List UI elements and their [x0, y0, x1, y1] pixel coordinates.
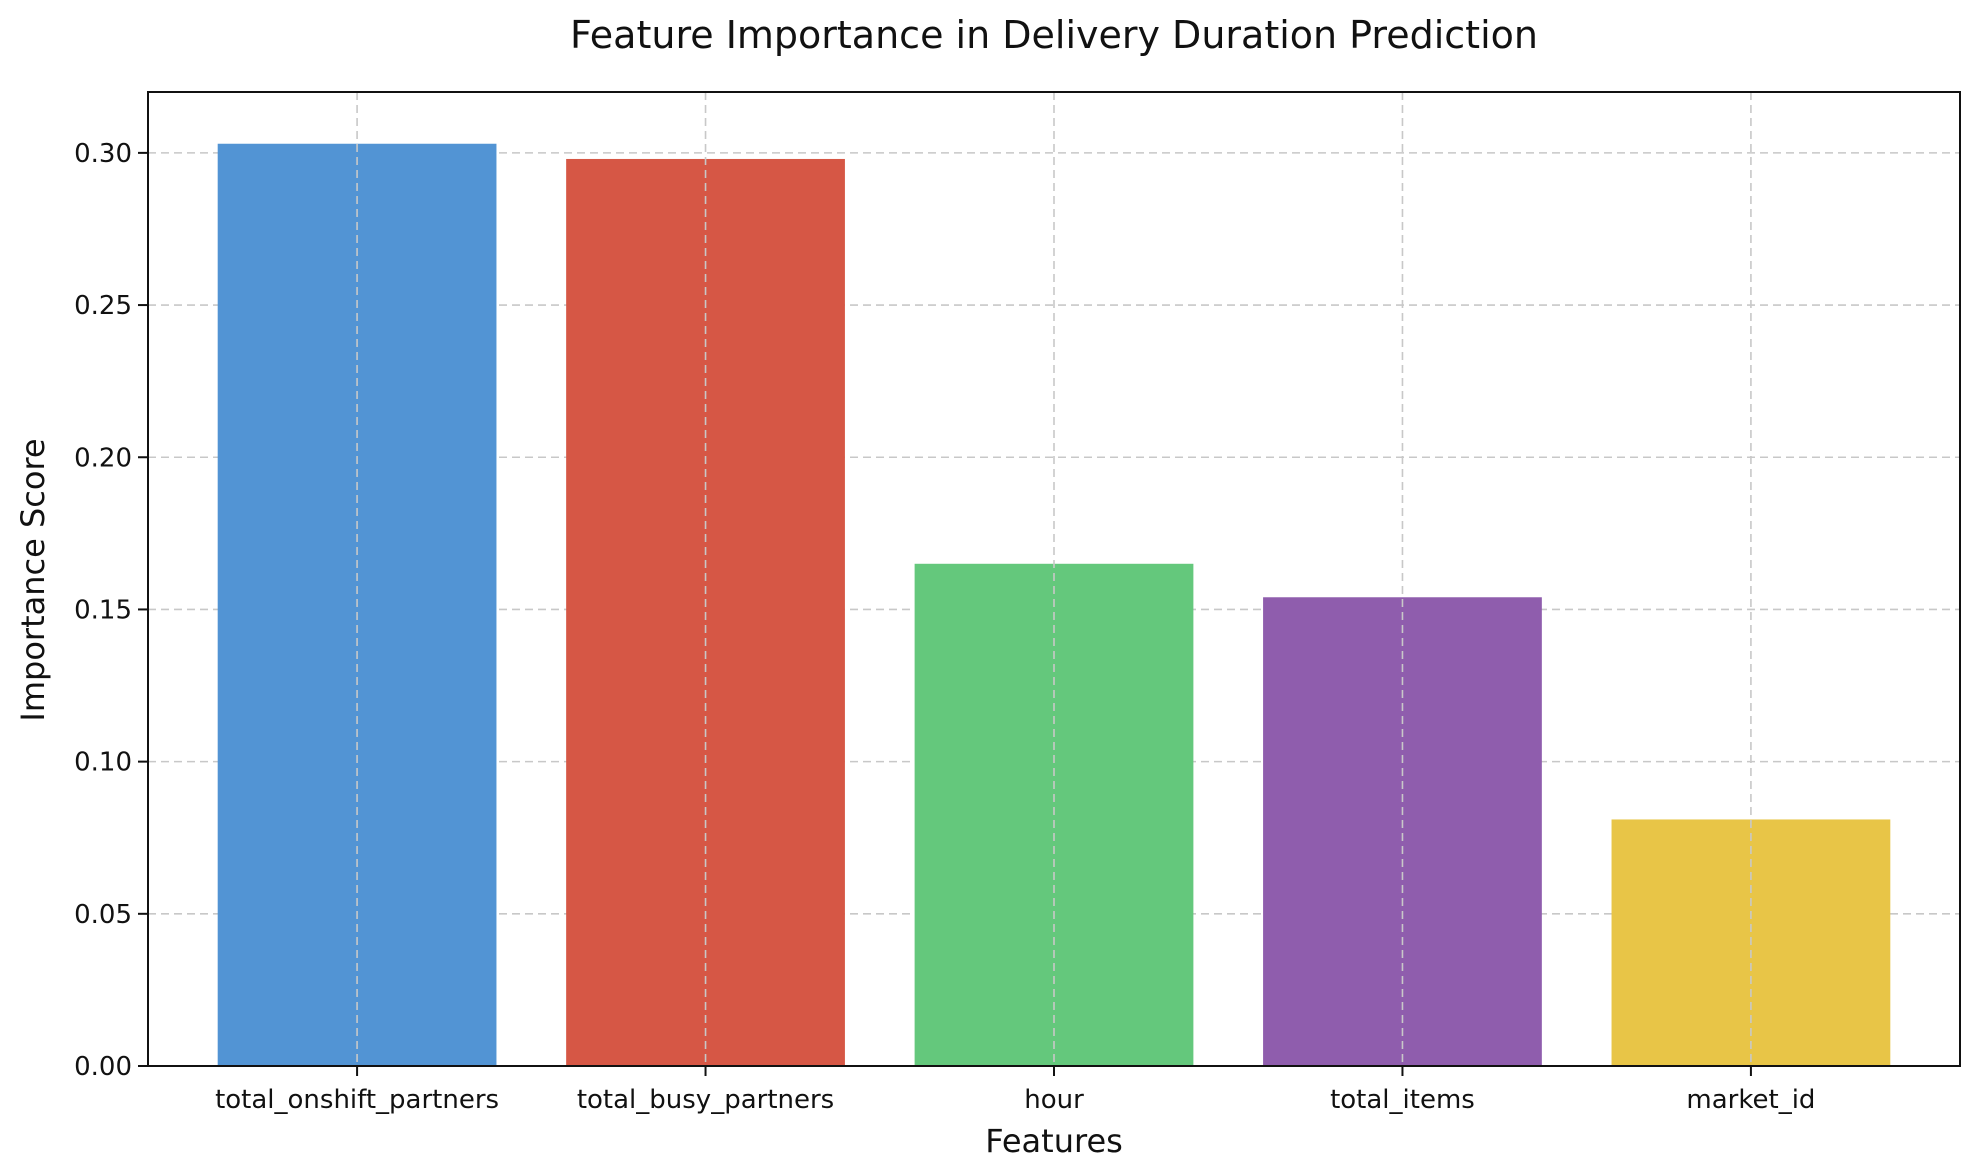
chart-title: Feature Importance in Delivery Duration …: [570, 13, 1538, 57]
y-tick-label: 0.20: [74, 443, 132, 473]
y-tick-label: 0.05: [74, 900, 132, 930]
y-tick-label: 0.10: [74, 748, 132, 778]
x-axis-label: Features: [985, 1122, 1123, 1160]
vertical-grid-lines: [356, 92, 1752, 1066]
y-tick-label: 0.15: [74, 595, 132, 625]
y-tick-label: 0.00: [74, 1052, 132, 1082]
x-tick-label: market_id: [1686, 1085, 1815, 1115]
x-axis-ticks: total_onshift_partners total_busy_partner…: [215, 1066, 1815, 1115]
bar-total-items: [1263, 597, 1542, 1066]
y-tick-label: 0.30: [74, 139, 132, 169]
x-tick-label: total_items: [1330, 1085, 1475, 1115]
y-tick-label: 0.25: [74, 291, 132, 321]
x-tick-label: total_onshift_partners: [215, 1085, 499, 1115]
x-tick-label: total_busy_partners: [577, 1085, 834, 1115]
x-tick-label: hour: [1024, 1085, 1084, 1115]
y-axis-label: Importance Score: [14, 438, 52, 721]
y-axis-ticks: 0.00 0.05 0.10 0.15 0.20 0.25 0.30: [74, 139, 148, 1082]
